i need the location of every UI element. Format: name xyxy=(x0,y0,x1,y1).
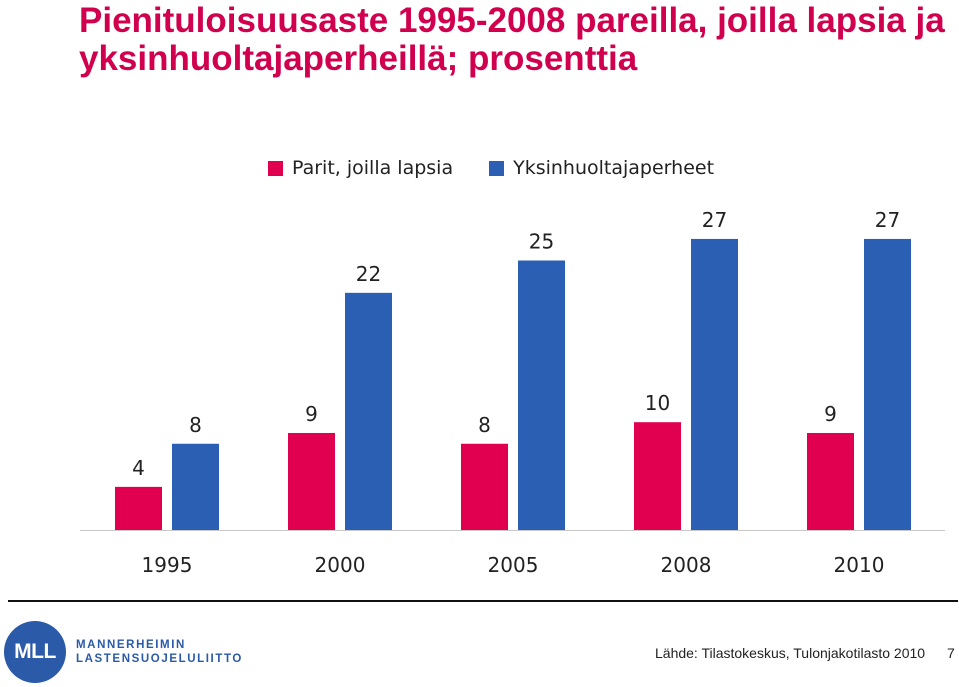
legend-label-parit: Parit, joilla lapsia xyxy=(292,157,454,179)
data-label-yksinhuoltajat-1995: 8 xyxy=(189,413,202,437)
bar-yksinhuoltajat-2010 xyxy=(864,238,911,530)
data-label-yksinhuoltajat-2000: 22 xyxy=(356,262,381,286)
source-note: Lähde: Tilastokeskus, Tulonjakotilasto 2… xyxy=(655,645,926,661)
data-label-parit-2005: 8 xyxy=(478,413,491,437)
data-label-yksinhuoltajat-2010: 27 xyxy=(875,208,900,232)
mll-logo-mark: MLL xyxy=(4,621,66,683)
legend-item-yksinhuoltajat: Yksinhuoltajaperheet xyxy=(489,157,714,179)
bar-yksinhuoltajat-2005 xyxy=(518,260,565,530)
bar-parit-2010 xyxy=(807,432,854,530)
legend-label-yksinhuoltajat: Yksinhuoltajaperheet xyxy=(513,157,715,179)
bar-parit-1995 xyxy=(115,486,162,530)
bar-parit-2000 xyxy=(288,432,335,530)
data-label-parit-2008: 10 xyxy=(645,391,670,415)
data-label-yksinhuoltajat-2008: 27 xyxy=(702,208,727,232)
logo-line-1: MANNERHEIMIN xyxy=(76,639,186,651)
footer-divider xyxy=(8,600,958,602)
bar-chart: 4 8 1995 9 22 2000 8 25 2005 10 27 2008 9 27 2010 xyxy=(80,208,945,577)
page-title: Pienituloisuusaste 1995-2008 pareilla, j… xyxy=(79,1,945,78)
bar-parit-2005 xyxy=(461,443,508,530)
bar-yksinhuoltajat-2008 xyxy=(691,238,738,530)
x-tick-label-2008: 2008 xyxy=(661,553,712,577)
x-tick-label-2010: 2010 xyxy=(834,553,885,577)
x-tick-label-2005: 2005 xyxy=(488,553,539,577)
legend-item-parit: Parit, joilla lapsia xyxy=(268,157,453,179)
chart-legend: Parit, joilla lapsia Yksinhuoltajaperhee… xyxy=(268,155,714,181)
x-tick-label-2000: 2000 xyxy=(315,553,366,577)
data-label-parit-2000: 9 xyxy=(305,402,318,426)
mll-logo-text: MANNERHEIMIN LASTENSUOJELULIITTO xyxy=(76,638,243,666)
logo-line-2: LASTENSUOJELULIITTO xyxy=(76,653,243,665)
legend-swatch-yksinhuoltajat xyxy=(489,160,505,176)
data-label-parit-1995: 4 xyxy=(132,456,145,480)
data-label-parit-2010: 9 xyxy=(824,402,837,426)
data-label-yksinhuoltajat-2005: 25 xyxy=(529,230,554,254)
mll-logo: MLL MANNERHEIMIN LASTENSUOJELULIITTO xyxy=(4,621,243,683)
bar-yksinhuoltajat-1995 xyxy=(172,443,219,530)
x-tick-label-1995: 1995 xyxy=(142,553,193,577)
page-number: 7 xyxy=(947,645,955,661)
bar-parit-2008 xyxy=(634,422,681,530)
legend-swatch-parit xyxy=(268,160,283,176)
bar-yksinhuoltajat-2000 xyxy=(345,292,392,530)
